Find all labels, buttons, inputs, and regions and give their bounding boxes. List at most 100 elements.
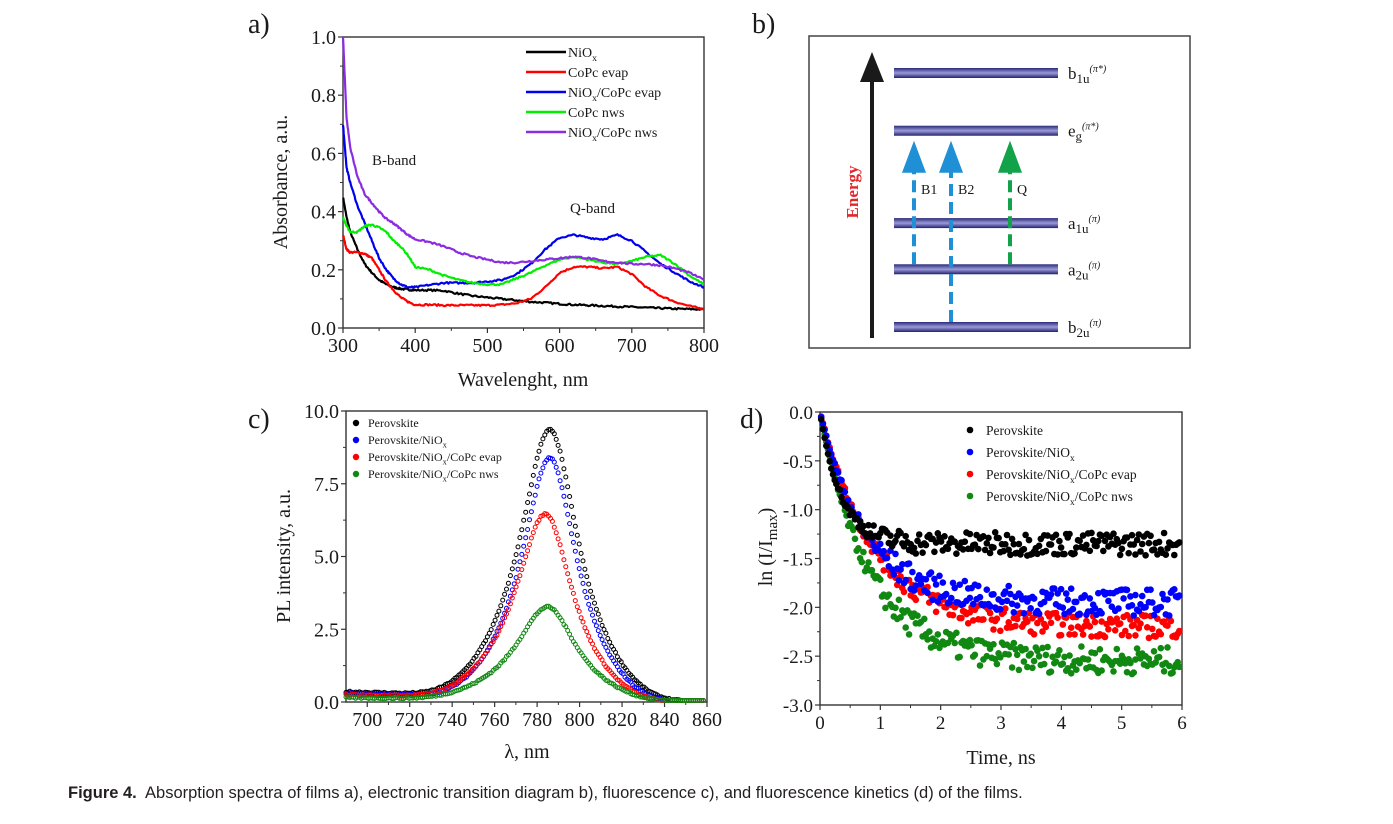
legend-label: Perovskite/NiOx/CoPc nws: [986, 489, 1133, 508]
data-point: [1012, 646, 1019, 653]
data-point: [1145, 655, 1153, 663]
data-point: [511, 559, 517, 565]
data-point: [993, 660, 1001, 668]
y-tick-label: -1.5: [783, 550, 813, 571]
data-point: [1044, 532, 1051, 539]
data-point: [981, 546, 989, 554]
data-point: [1005, 582, 1012, 590]
data-point: [1123, 668, 1131, 676]
data-point: [976, 593, 984, 601]
legend-label: Perovskite/NiOx/CoPc nws: [368, 467, 499, 484]
data-point: [997, 654, 1004, 661]
data-point: [997, 606, 1004, 613]
data-point: [586, 633, 592, 639]
legend-marker: [966, 448, 974, 456]
data-point: [1039, 628, 1046, 635]
data-point: [580, 619, 586, 625]
data-point: [1176, 663, 1183, 671]
energy-level-label-a2u: a2u(π): [1068, 260, 1101, 282]
data-point: [892, 604, 899, 612]
data-point: [523, 509, 529, 515]
data-point: [897, 566, 904, 573]
legend-marker: [352, 436, 360, 444]
data-point: [1128, 602, 1136, 609]
y-tick-label: -2.0: [783, 598, 813, 619]
data-point: [565, 511, 571, 517]
data-point: [502, 591, 508, 597]
y-axis-label: Absorbance, a.u.: [270, 115, 292, 249]
data-point: [517, 535, 523, 541]
data-point: [990, 591, 997, 598]
data-point: [618, 659, 624, 665]
data-point: [1078, 643, 1085, 650]
data-point: [1037, 615, 1045, 623]
data-point: [496, 608, 502, 614]
x-tick-label: 780: [522, 709, 552, 731]
data-point: [588, 606, 594, 612]
data-point: [504, 586, 509, 592]
data-point: [511, 590, 517, 596]
data-point: [975, 545, 982, 553]
data-point: [553, 530, 559, 536]
data-point: [1155, 653, 1163, 661]
data-point: [932, 608, 940, 616]
data-point: [1150, 546, 1158, 553]
data-point: [1047, 591, 1055, 598]
data-point: [567, 494, 573, 499]
data-point: [1128, 531, 1136, 539]
legend-label: Perovskite/NiOx/CoPc evap: [368, 450, 502, 467]
data-point: [971, 651, 979, 659]
data-point: [1024, 663, 1031, 671]
data-point: [555, 442, 561, 448]
data-point: [966, 530, 974, 538]
data-point: [569, 584, 574, 590]
data-point: [922, 541, 930, 549]
data-point: [473, 653, 479, 659]
data-point: [576, 608, 582, 614]
data-point: [1042, 623, 1050, 631]
data-point: [1120, 595, 1127, 602]
data-point: [991, 655, 999, 663]
data-point: [559, 485, 565, 491]
data-point: [1020, 658, 1028, 665]
data-point: [1095, 537, 1102, 545]
data-point: [521, 543, 527, 549]
data-point: [1116, 551, 1124, 559]
legend-marker: [352, 419, 360, 427]
data-point: [934, 631, 942, 638]
caption-text: Absorption spectra of films a), electron…: [145, 784, 1023, 802]
data-point: [914, 612, 921, 619]
series-points-perovskite-niox-copc-nws: [343, 603, 706, 703]
data-point: [1062, 590, 1070, 597]
data-point: [553, 464, 559, 470]
data-point: [490, 639, 496, 645]
y-tick-label: 2.5: [314, 619, 339, 641]
data-point: [1162, 551, 1170, 558]
data-point: [858, 558, 866, 566]
data-point: [1088, 633, 1095, 640]
data-point: [530, 530, 536, 536]
data-point: [507, 601, 513, 607]
data-point: [1059, 604, 1067, 611]
data-point: [563, 564, 569, 570]
data-point: [597, 633, 603, 638]
x-tick-label: 6: [1177, 713, 1187, 734]
data-point: [1176, 592, 1183, 599]
data-point: [1098, 610, 1105, 617]
data-point: [1116, 620, 1124, 627]
data-point: [1049, 653, 1056, 661]
legend-label: NiOx/CoPc nws: [568, 126, 657, 144]
data-point: [528, 535, 534, 541]
data-point: [582, 625, 588, 631]
data-point: [1071, 550, 1078, 557]
data-point: [570, 590, 576, 596]
data-point: [897, 614, 904, 621]
data-point: [1154, 551, 1161, 558]
data-point: [1105, 597, 1112, 605]
data-point: [572, 523, 578, 529]
data-point: [1143, 624, 1151, 631]
legend-marker: [966, 492, 974, 500]
data-point: [1086, 547, 1094, 555]
data-point: [1079, 631, 1087, 638]
data-point: [919, 549, 926, 556]
